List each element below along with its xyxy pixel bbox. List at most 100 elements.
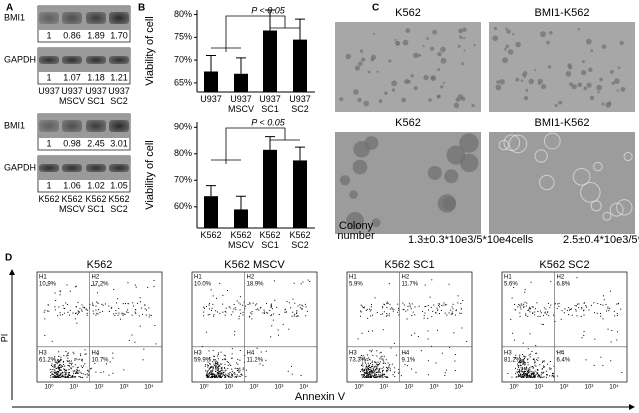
event-dot xyxy=(431,345,433,347)
event-dot xyxy=(532,373,534,375)
event-dot xyxy=(389,368,391,370)
event-dot xyxy=(375,369,377,371)
event-dot xyxy=(219,282,221,284)
event-dot xyxy=(530,372,532,374)
colony xyxy=(405,28,411,33)
event-dot xyxy=(52,365,54,367)
event-dot xyxy=(540,376,542,378)
event-dot xyxy=(60,364,62,366)
colony xyxy=(358,61,363,66)
event-dot xyxy=(574,305,576,307)
event-dot xyxy=(237,358,239,360)
event-dot xyxy=(274,299,276,301)
event-dot xyxy=(521,368,523,370)
event-dot xyxy=(534,375,536,377)
event-dot xyxy=(524,364,526,366)
event-dot xyxy=(522,367,524,369)
event-dot xyxy=(384,304,386,306)
event-dot xyxy=(276,306,278,308)
event-dot xyxy=(234,330,236,332)
event-dot xyxy=(249,303,251,305)
event-dot xyxy=(366,366,368,368)
event-dot xyxy=(394,367,396,369)
event-dot xyxy=(529,307,531,309)
event-dot xyxy=(271,308,273,310)
event-dot xyxy=(60,369,62,371)
event-dot xyxy=(215,366,217,368)
event-dot xyxy=(424,284,426,286)
colony xyxy=(391,88,396,92)
event-dot xyxy=(372,354,374,356)
event-dot xyxy=(222,371,224,373)
event-dot xyxy=(223,358,225,360)
event-dot xyxy=(523,358,525,360)
event-dot xyxy=(537,369,539,371)
colony xyxy=(437,95,441,99)
event-dot xyxy=(372,370,374,372)
event-dot xyxy=(234,307,236,309)
event-dot xyxy=(541,362,543,364)
event-dot xyxy=(378,368,380,370)
event-dot xyxy=(520,376,522,378)
event-dot xyxy=(387,362,389,364)
event-dot xyxy=(400,375,402,377)
event-dot xyxy=(222,373,224,375)
event-dot xyxy=(511,376,513,378)
event-dot xyxy=(362,368,364,370)
event-dot xyxy=(429,296,431,298)
colony xyxy=(401,97,407,103)
event-dot xyxy=(88,374,90,376)
event-dot xyxy=(583,309,585,311)
event-dot xyxy=(238,302,240,304)
event-dot xyxy=(518,361,520,363)
event-dot xyxy=(517,306,519,308)
colony xyxy=(581,70,587,76)
event-dot xyxy=(568,314,570,316)
event-dot xyxy=(571,308,573,310)
event-dot xyxy=(519,364,521,366)
event-dot xyxy=(291,315,293,317)
event-dot xyxy=(133,305,135,307)
event-dot xyxy=(360,310,362,312)
event-dot xyxy=(77,366,79,368)
event-dot xyxy=(128,339,130,341)
quadrant-name: H2 xyxy=(247,275,255,281)
band xyxy=(109,12,129,24)
event-dot xyxy=(86,314,88,316)
event-dot xyxy=(210,363,212,365)
event-dot xyxy=(389,364,391,366)
significance-bracket xyxy=(211,127,300,164)
event-dot xyxy=(282,323,284,325)
event-dot xyxy=(532,313,534,315)
event-dot xyxy=(225,369,227,371)
event-dot xyxy=(57,376,59,378)
event-dot xyxy=(44,318,46,320)
colony xyxy=(457,44,461,48)
colony xyxy=(461,62,464,66)
event-dot xyxy=(240,373,242,375)
event-dot xyxy=(144,308,146,310)
event-dot xyxy=(513,286,515,288)
x-axis-label: Annexin V xyxy=(295,391,346,403)
event-dot xyxy=(206,370,208,372)
event-dot xyxy=(366,375,368,377)
event-dot xyxy=(89,368,91,370)
colony xyxy=(512,33,515,36)
colony xyxy=(614,78,620,84)
event-dot xyxy=(545,376,547,378)
event-dot xyxy=(551,374,553,376)
event-dot xyxy=(238,375,240,377)
event-dot xyxy=(368,374,370,376)
event-dot xyxy=(599,312,601,314)
event-dot xyxy=(270,306,272,308)
event-dot xyxy=(548,315,550,317)
event-dot xyxy=(603,299,605,301)
event-dot xyxy=(381,355,383,357)
event-dot xyxy=(535,365,537,367)
event-dot xyxy=(83,307,85,309)
event-dot xyxy=(549,368,551,370)
event-dot xyxy=(215,365,217,367)
colony xyxy=(437,68,441,71)
event-dot xyxy=(518,374,520,376)
event-dot xyxy=(389,370,391,372)
